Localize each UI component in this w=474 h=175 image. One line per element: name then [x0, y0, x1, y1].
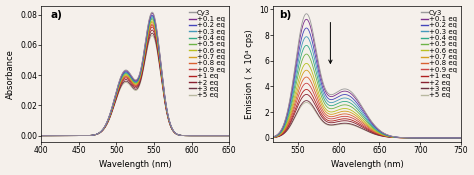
- Text: b): b): [279, 10, 291, 20]
- Y-axis label: Emission ( × 10⁴ cps): Emission ( × 10⁴ cps): [245, 29, 254, 118]
- Y-axis label: Absorbance: Absorbance: [6, 49, 15, 99]
- Legend: Cy3, +0.1 eq, +0.2 eq, +0.3 eq, +0.4 eq, +0.5 eq, +0.6 eq, +0.7 eq, +0.8 eq, +0.: Cy3, +0.1 eq, +0.2 eq, +0.3 eq, +0.4 eq,…: [188, 9, 226, 99]
- X-axis label: Wavelength (nm): Wavelength (nm): [99, 160, 172, 169]
- X-axis label: Wavelength (nm): Wavelength (nm): [331, 160, 403, 169]
- Legend: Cy3, +0.1 eq, +0.2 eq, +0.3 eq, +0.4 eq, +0.5 eq, +0.6 eq, +0.7 eq, +0.8 eq, +0.: Cy3, +0.1 eq, +0.2 eq, +0.3 eq, +0.4 eq,…: [420, 9, 458, 99]
- Text: a): a): [51, 10, 63, 20]
